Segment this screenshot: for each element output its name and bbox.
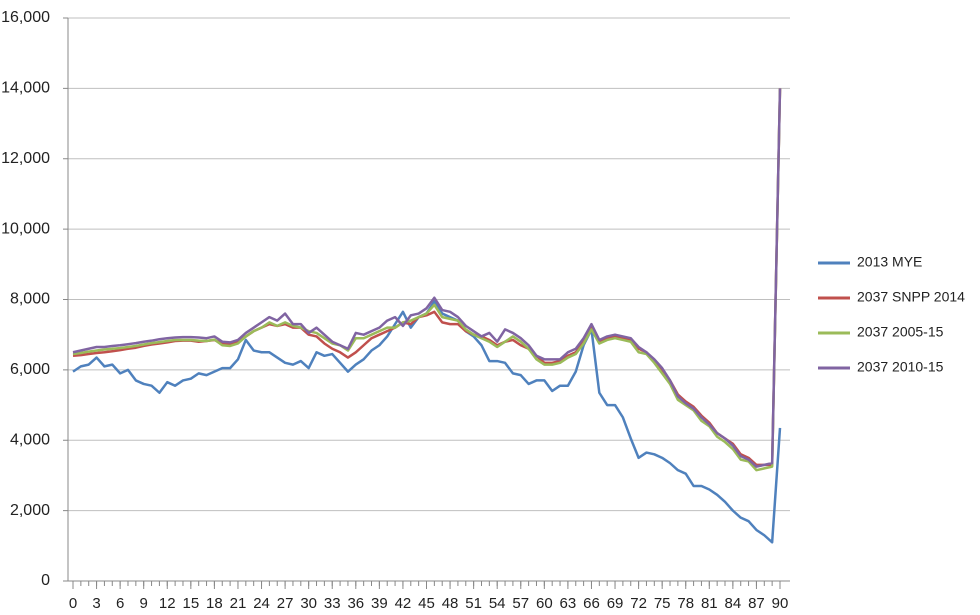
x-tick-label: 21 — [230, 595, 247, 612]
x-tick-label: 0 — [69, 595, 77, 612]
x-tick-label: 63 — [560, 595, 577, 612]
x-tick-label: 24 — [253, 595, 270, 612]
x-tick-label: 69 — [607, 595, 624, 612]
series-line — [72, 88, 782, 468]
x-tick-label: 15 — [182, 595, 199, 612]
x-tick-label: 81 — [701, 595, 718, 612]
x-tick-label: 66 — [583, 595, 600, 612]
x-tick-label: 48 — [442, 595, 459, 612]
series-line — [72, 88, 782, 472]
x-tick-label: 54 — [489, 595, 506, 612]
x-tick-label: 36 — [347, 595, 364, 612]
x-tick-label: 51 — [465, 595, 482, 612]
series-line — [72, 88, 782, 467]
y-tick-label: 4,000 — [10, 431, 50, 448]
x-tick-label: 78 — [677, 595, 694, 612]
x-tick-label: 57 — [512, 595, 529, 612]
x-tick-label: 72 — [630, 595, 647, 612]
x-tick-label: 60 — [536, 595, 553, 612]
y-tick-label: 10,000 — [1, 220, 50, 237]
x-tick-label: 12 — [159, 595, 176, 612]
x-tick-label: 75 — [654, 595, 671, 612]
y-tick-label: 2,000 — [10, 502, 50, 519]
x-tick-label: 18 — [206, 595, 223, 612]
legend-label: 2037 2010-15 — [857, 359, 944, 375]
x-tick-label: 30 — [300, 595, 317, 612]
x-tick-label: 87 — [748, 595, 765, 612]
legend-label: 2013 MYE — [857, 254, 922, 270]
x-tick-label: 6 — [116, 595, 124, 612]
legend-label: 2037 SNPP 2014 — [857, 289, 965, 305]
x-tick-label: 3 — [92, 595, 100, 612]
y-tick-label: 6,000 — [10, 361, 50, 378]
legend-label: 2037 2005-15 — [857, 324, 944, 340]
x-tick-label: 33 — [324, 595, 341, 612]
x-tick-label: 90 — [772, 595, 789, 612]
x-tick-label: 45 — [418, 595, 435, 612]
y-tick-label: 16,000 — [1, 9, 50, 26]
y-tick-label: 12,000 — [1, 150, 50, 167]
x-tick-label: 84 — [725, 595, 742, 612]
x-tick-label: 39 — [371, 595, 388, 612]
x-tick-label: 42 — [395, 595, 412, 612]
y-tick-label: 14,000 — [1, 80, 50, 97]
x-tick-label: 9 — [140, 595, 148, 612]
x-tick-label: 27 — [277, 595, 294, 612]
y-tick-label: 8,000 — [10, 291, 50, 308]
y-tick-label: 0 — [41, 572, 50, 589]
